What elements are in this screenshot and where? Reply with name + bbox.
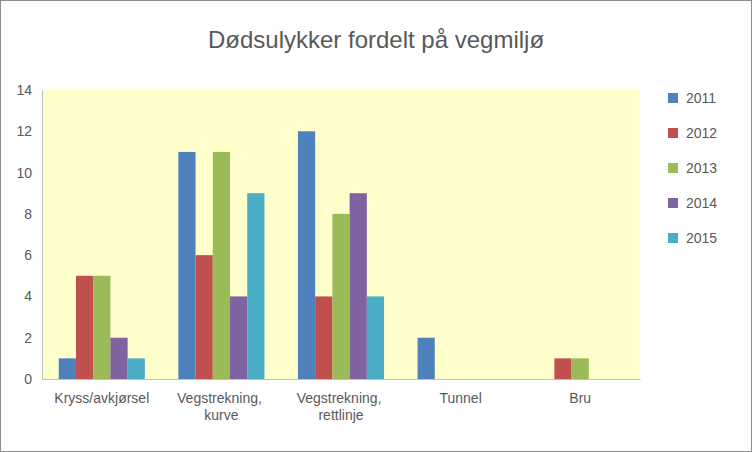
legend-label: 2012 xyxy=(686,125,717,141)
y-tick: 0 xyxy=(24,371,42,387)
legend-item: 2013 xyxy=(668,160,717,176)
x-tick: Bru xyxy=(569,379,591,406)
x-tick: Kryss/avkjørsel xyxy=(54,379,149,406)
bar xyxy=(589,379,606,380)
bar xyxy=(572,358,589,379)
y-tick-label: 10 xyxy=(16,165,32,181)
y-tick: 2 xyxy=(24,330,42,346)
legend: 2011 2012 2013 2014 2015 xyxy=(668,90,717,246)
y-tick: 14 xyxy=(16,82,42,98)
bar xyxy=(435,379,452,380)
bar xyxy=(298,131,315,379)
bar xyxy=(418,338,435,379)
legend-item: 2015 xyxy=(668,230,717,246)
bar xyxy=(332,214,349,379)
legend-label: 2014 xyxy=(686,195,717,211)
plot-background xyxy=(42,90,640,379)
legend-swatch xyxy=(668,198,678,208)
bar xyxy=(469,379,486,380)
bars xyxy=(59,131,589,379)
y-axis: 0 2 4 6 8 10 12 14 xyxy=(16,82,42,387)
chart-border xyxy=(1,1,752,452)
y-tick: 10 xyxy=(16,165,42,181)
bar xyxy=(196,255,213,379)
bar-series xyxy=(59,131,435,379)
y-tick: 4 xyxy=(24,288,42,304)
chart-svg: Dødsulykker fordelt på vegmiljø 0 2 4 6 8 10 12… xyxy=(0,0,752,452)
bar xyxy=(128,358,145,379)
bar xyxy=(554,358,571,379)
x-tick-label: Kryss/avkjørsel xyxy=(54,390,149,406)
x-tick: Vegstrekning, rettlinje xyxy=(297,379,386,423)
bar xyxy=(486,379,503,380)
x-tick-label: Tunnel xyxy=(439,390,481,406)
x-tick: Vegstrekning, kurve xyxy=(177,379,266,423)
bar-series xyxy=(76,255,572,379)
x-tick-label: Vegstrekning, kurve xyxy=(177,390,266,424)
y-tick-label: 4 xyxy=(24,288,32,304)
y-tick-label: 14 xyxy=(16,82,32,98)
y-tick-label: 12 xyxy=(16,123,32,139)
legend-item: 2012 xyxy=(668,125,717,141)
bar xyxy=(93,276,110,379)
bar xyxy=(367,296,384,379)
x-axis-line xyxy=(43,379,641,380)
bar xyxy=(315,296,332,379)
legend-swatch xyxy=(668,233,678,243)
x-axis: Kryss/avkjørsel Vegstrekning, kurve Vegstr… xyxy=(43,379,641,423)
legend-label: 2013 xyxy=(686,160,717,176)
bar xyxy=(350,193,367,379)
x-tick-label: Bru xyxy=(569,390,591,406)
x-tick: Tunnel xyxy=(439,379,481,406)
y-tick: 6 xyxy=(24,247,42,263)
bar-series xyxy=(110,193,366,379)
bar-series xyxy=(93,152,589,379)
bar xyxy=(110,338,127,379)
bar xyxy=(230,296,247,379)
legend-item: 2011 xyxy=(668,90,716,106)
bar xyxy=(213,152,230,379)
legend-item: 2014 xyxy=(668,195,717,211)
bar xyxy=(452,379,469,380)
bar xyxy=(76,276,93,379)
y-tick: 12 xyxy=(16,123,42,139)
y-tick: 8 xyxy=(24,206,42,222)
bar xyxy=(606,379,623,380)
y-tick-label: 8 xyxy=(24,206,32,222)
legend-label: 2015 xyxy=(686,230,717,246)
chart-container: Dødsulykker fordelt på vegmiljø 0 2 4 6 8 10 12… xyxy=(0,0,752,452)
y-tick-label: 2 xyxy=(24,330,32,346)
chart-title: Dødsulykker fordelt på vegmiljø xyxy=(208,26,544,53)
legend-swatch xyxy=(668,163,678,173)
x-tick-label: Vegstrekning, rettlinje xyxy=(297,390,386,424)
bar-series xyxy=(128,193,384,379)
plot: 0 2 4 6 8 10 12 14 Kryss/avkjørsel Vegstrekning, … xyxy=(16,82,640,423)
bar xyxy=(247,193,264,379)
bar xyxy=(178,152,195,379)
y-tick-label: 0 xyxy=(24,371,32,387)
legend-label: 2011 xyxy=(686,90,716,106)
legend-swatch xyxy=(668,128,678,138)
y-axis-line xyxy=(42,91,43,380)
legend-swatch xyxy=(668,93,678,103)
y-tick-label: 6 xyxy=(24,247,32,263)
bar xyxy=(537,379,554,380)
bar xyxy=(59,358,76,379)
